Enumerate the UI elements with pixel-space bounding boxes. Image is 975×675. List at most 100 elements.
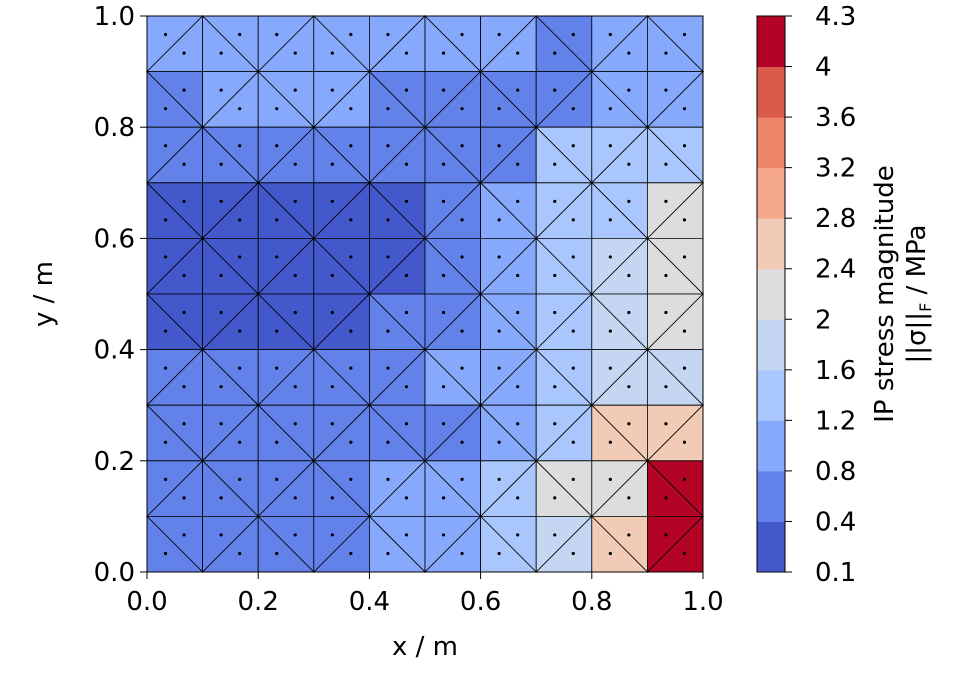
colorbar-tick-label: 1.2 (815, 406, 856, 436)
integration-point (682, 107, 687, 111)
integration-point (664, 162, 668, 166)
integration-point (571, 107, 575, 111)
integration-point (330, 496, 334, 500)
integration-point (293, 422, 297, 426)
integration-point (441, 422, 446, 426)
integration-point (441, 88, 446, 92)
integration-point (571, 144, 575, 148)
integration-point (682, 32, 687, 37)
integration-point (460, 107, 464, 111)
integration-point (386, 440, 390, 444)
colorbar-tick-label: 0.4 (815, 507, 856, 537)
colorbar-segment (757, 470, 785, 522)
integration-point (219, 496, 223, 500)
integration-point (404, 496, 409, 500)
integration-point (219, 385, 223, 389)
integration-point (182, 422, 186, 426)
integration-point (404, 162, 409, 166)
integration-point (460, 329, 464, 333)
integration-point (682, 144, 687, 148)
integration-point (460, 551, 464, 556)
integration-point (682, 551, 687, 556)
colorbar-subscript: F (916, 303, 935, 312)
integration-point (219, 88, 223, 92)
integration-point (516, 162, 520, 166)
colorbar-segment (757, 268, 785, 320)
y-tick-label: 0.6 (94, 224, 135, 254)
integration-point (293, 51, 297, 55)
integration-point (219, 199, 223, 203)
y-tick-label: 1.0 (94, 2, 135, 32)
integration-point (627, 422, 631, 426)
integration-point (664, 385, 668, 389)
integration-point (386, 477, 390, 481)
x-tick-label: 0.2 (238, 587, 279, 617)
integration-point (553, 273, 557, 278)
integration-point (386, 218, 390, 222)
integration-point (330, 273, 334, 278)
integration-point (627, 496, 631, 500)
integration-point (497, 32, 501, 37)
integration-point (553, 533, 557, 537)
integration-point (497, 366, 501, 370)
integration-point (664, 422, 668, 426)
integration-point (608, 440, 612, 444)
integration-point (460, 477, 464, 481)
integration-point (497, 477, 501, 481)
integration-point (553, 88, 557, 92)
integration-point (163, 144, 168, 148)
integration-point (349, 255, 353, 259)
integration-point (238, 144, 242, 148)
integration-point (516, 273, 520, 278)
plot-frame (146, 15, 704, 573)
integration-point (275, 440, 279, 444)
integration-point (238, 329, 242, 333)
integration-point (627, 88, 631, 92)
integration-point (182, 496, 186, 500)
colorbar-tick-label: 2.4 (815, 255, 856, 285)
integration-point (275, 32, 279, 37)
colorbar-segment (757, 218, 785, 270)
integration-point (163, 551, 168, 556)
integration-point (664, 310, 668, 315)
y-tick-label: 0.4 (94, 336, 135, 366)
integration-point (497, 440, 501, 444)
integration-point (238, 551, 242, 556)
colorbar-segment (757, 117, 785, 169)
integration-point (664, 88, 668, 92)
integration-point (349, 144, 353, 148)
integration-point (238, 440, 242, 444)
integration-point (682, 366, 687, 370)
integration-point (163, 255, 168, 259)
integration-point (682, 329, 687, 333)
integration-point (275, 366, 279, 370)
integration-point (386, 366, 390, 370)
integration-point (664, 273, 668, 278)
x-tick-label: 0.4 (349, 587, 390, 617)
integration-point (386, 255, 390, 259)
y-tick-label: 0.2 (94, 447, 135, 477)
integration-point (330, 422, 334, 426)
integration-point (163, 107, 168, 111)
integration-point (293, 88, 297, 92)
integration-point (553, 422, 557, 426)
integration-point (293, 162, 297, 166)
integration-point (386, 32, 390, 37)
integration-point (275, 551, 279, 556)
integration-point (664, 199, 668, 203)
x-axis-label: x / m (392, 632, 458, 662)
integration-point (571, 366, 575, 370)
integration-point (553, 199, 557, 203)
colorbar-tick-label: 4.3 (815, 2, 856, 32)
y-tick-label: 0.0 (94, 558, 135, 588)
integration-point (182, 385, 186, 389)
integration-point (293, 273, 297, 278)
integration-point (497, 551, 501, 556)
integration-point (571, 255, 575, 259)
integration-point (516, 533, 520, 537)
integration-point (627, 51, 631, 55)
integration-point (163, 218, 168, 222)
integration-point (219, 533, 223, 537)
integration-point (608, 329, 612, 333)
